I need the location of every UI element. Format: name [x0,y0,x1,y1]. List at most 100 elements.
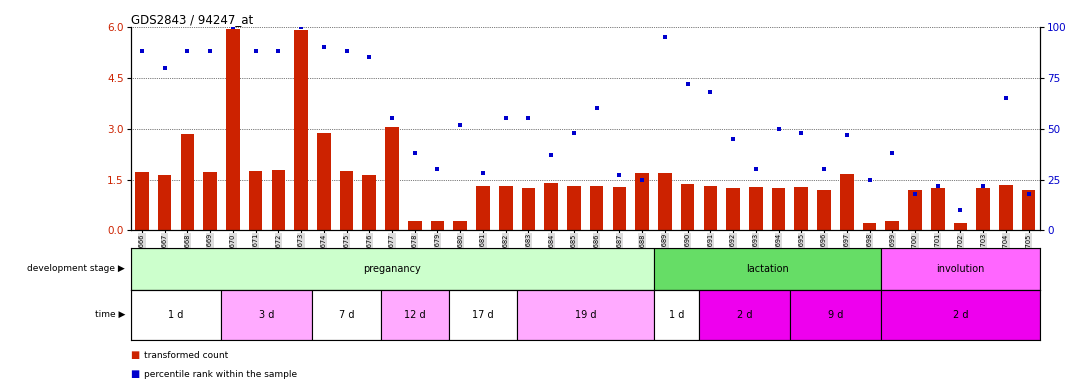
Bar [886,221,899,230]
Bar [226,28,240,230]
Text: 2 d: 2 d [952,310,968,320]
Bar [790,290,881,340]
Bar [131,290,221,340]
Bar [654,290,699,340]
Point [884,150,901,156]
Point [474,170,491,177]
Bar [590,186,603,230]
Bar [181,134,195,230]
Point [270,48,287,55]
Point [633,177,651,183]
Point [975,182,992,189]
Point [520,115,537,121]
Text: 9 d: 9 d [828,310,843,320]
Point [1020,191,1037,197]
Bar [795,187,808,230]
Bar [272,170,285,230]
Text: ■: ■ [131,350,140,360]
Text: 1 d: 1 d [669,310,684,320]
Point [838,132,855,138]
Text: percentile rank within the sample: percentile rank within the sample [144,370,297,379]
Bar [294,30,308,230]
Bar [613,187,626,230]
Bar [704,186,717,230]
Bar [881,290,1040,340]
Point [679,81,697,87]
Point [383,115,400,121]
Point [542,152,560,158]
Bar [340,171,353,230]
Point [702,89,719,95]
Bar [654,248,881,290]
Bar [771,188,785,230]
Bar [699,290,790,340]
Text: 1 d: 1 d [168,310,184,320]
Text: transformed count: transformed count [144,351,229,360]
Text: involution: involution [936,264,984,274]
Text: GDS2843 / 94247_at: GDS2843 / 94247_at [131,13,253,26]
Point [316,44,333,50]
Bar [203,172,217,230]
Point [793,130,810,136]
Text: 3 d: 3 d [259,310,275,320]
Text: 12 d: 12 d [404,310,426,320]
Text: 7 d: 7 d [339,310,354,320]
Bar [131,248,654,290]
Bar [517,290,654,340]
Bar [862,223,876,230]
Point [588,105,606,111]
Point [952,207,969,213]
Bar [249,171,262,230]
Point [611,172,628,179]
Text: 17 d: 17 d [472,310,493,320]
Bar [317,133,331,230]
Bar [749,187,763,230]
Bar [881,248,1040,290]
Bar [953,223,967,230]
Bar [545,183,559,230]
Point [201,48,218,55]
Bar [135,172,149,230]
Bar [363,175,377,230]
Bar [522,188,535,230]
Bar [408,221,422,230]
Bar [999,185,1013,230]
Point [498,115,515,121]
Point [292,24,309,30]
Point [997,95,1014,101]
Point [656,34,673,40]
Point [929,182,946,189]
Text: time ▶: time ▶ [95,310,125,319]
Text: preganancy: preganancy [363,264,421,274]
Bar [977,188,990,230]
Text: 19 d: 19 d [575,310,596,320]
Bar [431,221,444,230]
Point [815,166,832,172]
Bar [681,184,694,230]
Point [770,126,788,132]
Bar [221,290,312,340]
Point [361,55,378,61]
Point [906,191,923,197]
Bar [658,173,672,230]
Bar [499,186,513,230]
Bar [476,186,490,230]
Bar [454,221,468,230]
Bar [636,174,649,230]
Point [225,24,242,30]
Point [747,166,764,172]
Bar [931,188,945,230]
Point [338,48,355,55]
Bar [381,290,449,340]
Bar [449,290,517,340]
Point [452,121,469,127]
Bar [1022,190,1036,230]
Bar [727,188,740,230]
Bar [385,127,399,230]
Bar [817,190,831,230]
Bar [158,175,171,230]
Text: development stage ▶: development stage ▶ [28,264,125,273]
Bar [312,290,381,340]
Text: ■: ■ [131,369,140,379]
Point [407,150,424,156]
